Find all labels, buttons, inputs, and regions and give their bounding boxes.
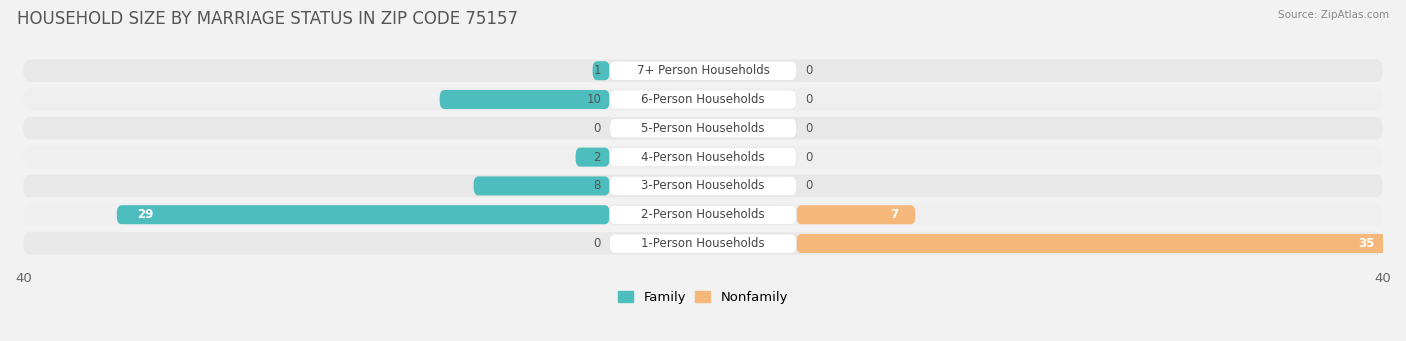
FancyBboxPatch shape bbox=[796, 205, 915, 224]
FancyBboxPatch shape bbox=[24, 232, 1382, 255]
Text: 29: 29 bbox=[138, 208, 153, 221]
Text: 0: 0 bbox=[806, 122, 813, 135]
Text: 35: 35 bbox=[1358, 237, 1374, 250]
FancyBboxPatch shape bbox=[474, 176, 610, 195]
FancyBboxPatch shape bbox=[24, 88, 1382, 111]
Text: 0: 0 bbox=[806, 179, 813, 192]
FancyBboxPatch shape bbox=[610, 205, 796, 224]
FancyBboxPatch shape bbox=[610, 61, 796, 80]
Text: 8: 8 bbox=[593, 179, 600, 192]
FancyBboxPatch shape bbox=[610, 234, 796, 253]
Text: 1: 1 bbox=[593, 64, 600, 77]
Text: 10: 10 bbox=[586, 93, 600, 106]
FancyBboxPatch shape bbox=[440, 90, 610, 109]
Text: 7: 7 bbox=[890, 208, 898, 221]
Text: 4-Person Households: 4-Person Households bbox=[641, 151, 765, 164]
FancyBboxPatch shape bbox=[575, 148, 610, 167]
Text: 5-Person Households: 5-Person Households bbox=[641, 122, 765, 135]
Text: 0: 0 bbox=[806, 151, 813, 164]
FancyBboxPatch shape bbox=[117, 205, 610, 224]
Text: 2-Person Households: 2-Person Households bbox=[641, 208, 765, 221]
Text: Source: ZipAtlas.com: Source: ZipAtlas.com bbox=[1278, 10, 1389, 20]
FancyBboxPatch shape bbox=[610, 90, 796, 109]
Text: 1-Person Households: 1-Person Households bbox=[641, 237, 765, 250]
FancyBboxPatch shape bbox=[24, 59, 1382, 82]
Text: 3-Person Households: 3-Person Households bbox=[641, 179, 765, 192]
Text: 7+ Person Households: 7+ Person Households bbox=[637, 64, 769, 77]
FancyBboxPatch shape bbox=[592, 61, 610, 80]
FancyBboxPatch shape bbox=[796, 234, 1391, 253]
FancyBboxPatch shape bbox=[610, 176, 796, 195]
FancyBboxPatch shape bbox=[610, 119, 796, 138]
Legend: Family, Nonfamily: Family, Nonfamily bbox=[612, 286, 794, 310]
FancyBboxPatch shape bbox=[24, 204, 1382, 226]
Text: 0: 0 bbox=[806, 93, 813, 106]
Text: 0: 0 bbox=[806, 64, 813, 77]
Text: 0: 0 bbox=[593, 237, 600, 250]
Text: 6-Person Households: 6-Person Households bbox=[641, 93, 765, 106]
Text: 0: 0 bbox=[593, 122, 600, 135]
Text: 2: 2 bbox=[593, 151, 600, 164]
FancyBboxPatch shape bbox=[24, 175, 1382, 197]
FancyBboxPatch shape bbox=[24, 146, 1382, 168]
FancyBboxPatch shape bbox=[610, 148, 796, 167]
FancyBboxPatch shape bbox=[24, 117, 1382, 139]
Text: HOUSEHOLD SIZE BY MARRIAGE STATUS IN ZIP CODE 75157: HOUSEHOLD SIZE BY MARRIAGE STATUS IN ZIP… bbox=[17, 10, 517, 28]
